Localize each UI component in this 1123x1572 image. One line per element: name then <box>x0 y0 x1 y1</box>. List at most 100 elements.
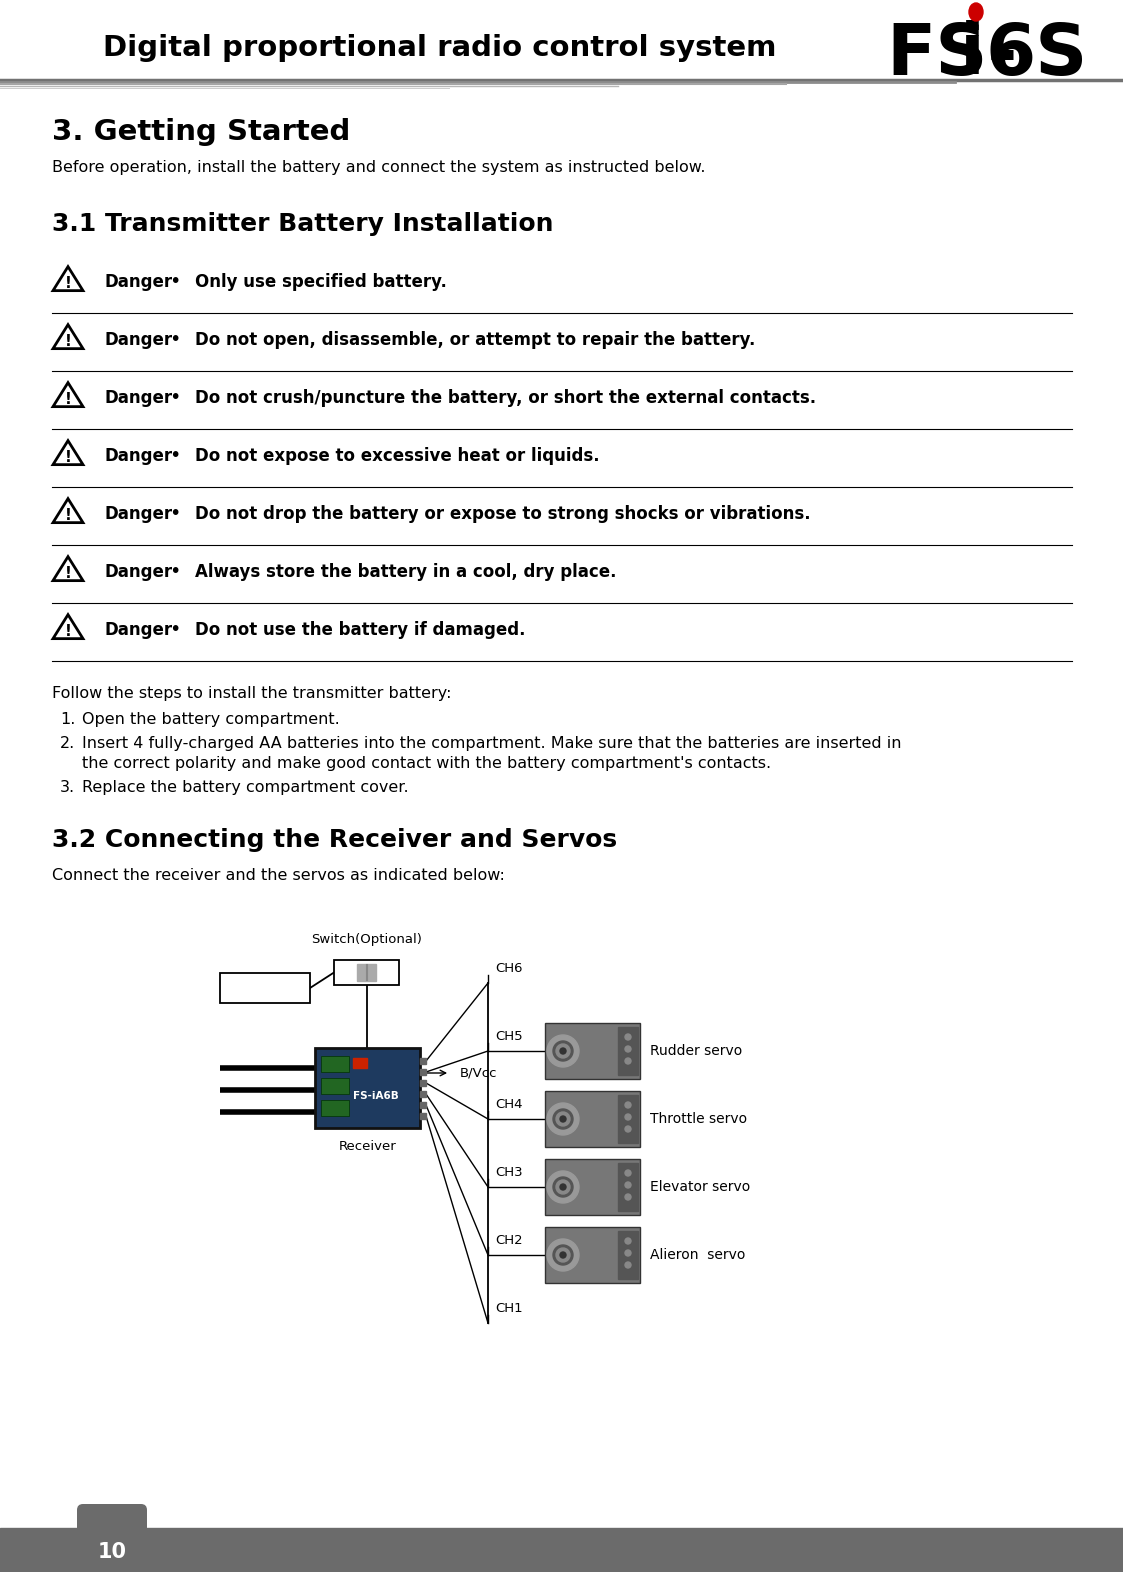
Text: CH6: CH6 <box>495 962 522 975</box>
Circle shape <box>553 1041 573 1061</box>
Circle shape <box>560 1049 566 1053</box>
Circle shape <box>553 1245 573 1265</box>
Circle shape <box>560 1251 566 1258</box>
Text: Do not open, disassemble, or attempt to repair the battery.: Do not open, disassemble, or attempt to … <box>195 330 756 349</box>
Text: CH3: CH3 <box>495 1166 522 1179</box>
Ellipse shape <box>969 3 983 20</box>
Text: 6S: 6S <box>986 20 1088 90</box>
Text: •: • <box>170 446 181 465</box>
Text: Rudder servo: Rudder servo <box>650 1044 742 1058</box>
Text: !: ! <box>64 277 72 291</box>
Text: i: i <box>960 20 985 90</box>
Text: Switch(Optional): Switch(Optional) <box>311 934 422 946</box>
Circle shape <box>626 1195 631 1199</box>
FancyBboxPatch shape <box>545 1091 640 1148</box>
Circle shape <box>553 1177 573 1196</box>
Text: 3.: 3. <box>60 780 75 795</box>
Bar <box>420 1058 426 1064</box>
Circle shape <box>556 1248 570 1262</box>
Bar <box>420 1069 426 1075</box>
Text: Before operation, install the battery and connect the system as instructed below: Before operation, install the battery an… <box>52 160 705 174</box>
Text: Insert 4 fully-charged AA batteries into the compartment. Make sure that the bat: Insert 4 fully-charged AA batteries into… <box>82 736 902 751</box>
Text: Open the battery compartment.: Open the battery compartment. <box>82 712 340 726</box>
Circle shape <box>560 1184 566 1190</box>
Bar <box>618 1096 638 1143</box>
Bar <box>618 1231 638 1280</box>
Circle shape <box>626 1115 631 1119</box>
Text: 3.1 Transmitter Battery Installation: 3.1 Transmitter Battery Installation <box>52 212 554 236</box>
Text: Danger: Danger <box>104 446 173 464</box>
FancyBboxPatch shape <box>545 1023 640 1078</box>
Text: Do not drop the battery or expose to strong shocks or vibrations.: Do not drop the battery or expose to str… <box>195 505 811 522</box>
Bar <box>420 1091 426 1097</box>
Circle shape <box>626 1170 631 1176</box>
Circle shape <box>626 1262 631 1269</box>
Bar <box>420 1102 426 1108</box>
FancyBboxPatch shape <box>220 973 310 1003</box>
Text: Danger: Danger <box>104 272 173 291</box>
Text: Replace the battery compartment cover.: Replace the battery compartment cover. <box>82 780 409 795</box>
Bar <box>618 1163 638 1210</box>
Text: Follow the steps to install the transmitter battery:: Follow the steps to install the transmit… <box>52 685 451 701</box>
Text: 10: 10 <box>98 1542 127 1563</box>
Text: Danger: Danger <box>104 330 173 349</box>
Circle shape <box>626 1182 631 1188</box>
FancyBboxPatch shape <box>77 1504 147 1572</box>
Text: Do not use the battery if damaged.: Do not use the battery if damaged. <box>195 621 526 638</box>
Circle shape <box>626 1034 631 1041</box>
Text: Receiver: Receiver <box>339 1140 396 1152</box>
Bar <box>0 1528 1123 1572</box>
Circle shape <box>553 1108 573 1129</box>
Text: 3.2 Connecting the Receiver and Servos: 3.2 Connecting the Receiver and Servos <box>52 828 618 852</box>
Text: Always store the battery in a cool, dry place.: Always store the battery in a cool, dry … <box>195 563 617 580</box>
Text: 2.: 2. <box>60 736 75 751</box>
Text: Danger: Danger <box>104 505 173 522</box>
Circle shape <box>560 1116 566 1122</box>
Text: •: • <box>170 388 181 407</box>
Circle shape <box>626 1045 631 1052</box>
Text: !: ! <box>64 450 72 465</box>
Circle shape <box>626 1239 631 1243</box>
FancyBboxPatch shape <box>545 1159 640 1215</box>
Bar <box>618 1027 638 1075</box>
Text: CH4: CH4 <box>495 1097 522 1111</box>
Text: Elevator servo: Elevator servo <box>650 1181 750 1195</box>
Text: •: • <box>170 330 181 349</box>
Circle shape <box>547 1034 579 1067</box>
Text: Danger: Danger <box>104 388 173 407</box>
Text: !: ! <box>64 508 72 523</box>
Text: Do not expose to excessive heat or liquids.: Do not expose to excessive heat or liqui… <box>195 446 600 464</box>
Bar <box>0 0 1123 79</box>
Text: Connect the receiver and the servos as indicated below:: Connect the receiver and the servos as i… <box>52 868 505 883</box>
Text: •: • <box>170 563 181 582</box>
FancyBboxPatch shape <box>334 960 399 986</box>
Bar <box>357 964 376 981</box>
Text: •: • <box>170 619 181 640</box>
Text: CH5: CH5 <box>495 1030 522 1042</box>
Text: Do not crush/puncture the battery, or short the external contacts.: Do not crush/puncture the battery, or sh… <box>195 388 816 407</box>
Text: •: • <box>170 505 181 523</box>
Text: Alieron  servo: Alieron servo <box>650 1248 746 1262</box>
Circle shape <box>547 1171 579 1203</box>
Text: FS-iA6B: FS-iA6B <box>353 1091 399 1100</box>
Text: Danger: Danger <box>104 563 173 580</box>
FancyBboxPatch shape <box>314 1049 420 1129</box>
Text: !: ! <box>64 391 72 407</box>
Text: CH1: CH1 <box>495 1302 522 1316</box>
Text: Throttle servo: Throttle servo <box>650 1111 747 1126</box>
Bar <box>420 1080 426 1086</box>
Bar <box>321 1078 349 1094</box>
Circle shape <box>556 1181 570 1195</box>
Text: •: • <box>170 272 181 291</box>
Text: Only use specified battery.: Only use specified battery. <box>195 272 447 291</box>
Circle shape <box>547 1239 579 1272</box>
Text: Digital proportional radio control system: Digital proportional radio control syste… <box>103 35 777 61</box>
Text: B/Vcc: B/Vcc <box>460 1066 497 1080</box>
Circle shape <box>626 1102 631 1108</box>
Circle shape <box>547 1104 579 1135</box>
Bar <box>420 1113 426 1119</box>
Text: FS-: FS- <box>886 20 1017 90</box>
Text: Danger: Danger <box>104 621 173 638</box>
Bar <box>321 1056 349 1072</box>
Text: !: ! <box>64 333 72 349</box>
